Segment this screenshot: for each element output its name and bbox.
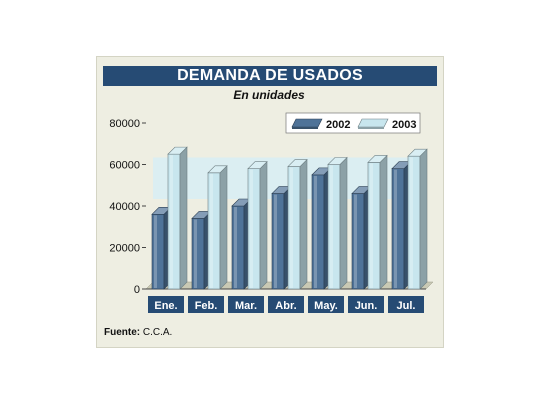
x-category-box [188, 296, 224, 313]
bar-side [419, 148, 428, 290]
y-tick-label: 60000 [109, 160, 140, 172]
x-category-box [268, 296, 304, 313]
y-tick-label: 80000 [109, 118, 140, 130]
bar-top [207, 165, 228, 174]
bar-highlight [234, 207, 237, 288]
bar-top [287, 159, 308, 167]
bar-2002 [311, 174, 325, 290]
bar-2002 [271, 193, 285, 290]
bar-top [407, 148, 428, 157]
bar-side [379, 154, 388, 290]
bar-side [299, 158, 308, 290]
y-tick-label: 40000 [109, 201, 140, 213]
x-tick-label: May. [314, 300, 338, 312]
x-tick-label: Abr. [275, 300, 296, 312]
x-tick-label: Jun. [355, 300, 378, 312]
bar-2003 [327, 164, 341, 290]
bar-2002 [231, 205, 245, 290]
bar-side [219, 165, 228, 290]
bar-top [327, 157, 348, 165]
legend-label-2002: 2002 [326, 119, 350, 131]
bar-highlight [274, 194, 277, 288]
source-text: C.C.A. [142, 327, 173, 338]
chart-title: DEMANDA DE USADOS [103, 66, 437, 86]
bar-2002 [191, 218, 205, 290]
bar-side [179, 146, 188, 290]
legend-swatch-2002 [291, 118, 323, 128]
bar-highlight [210, 173, 213, 288]
bar-highlight [410, 157, 413, 288]
source-label: Fuente: [104, 327, 141, 338]
chart-subtitle: En unidades [233, 88, 305, 102]
bar-2002 [391, 168, 405, 290]
y-tick-label: 0 [134, 284, 140, 296]
x-category-box [148, 296, 184, 313]
bar-2002 [351, 193, 365, 290]
bar-2003 [367, 162, 381, 290]
bar-highlight [330, 165, 333, 288]
bar-highlight [250, 169, 253, 288]
bar-2003 [167, 153, 181, 290]
x-tick-label: Ene. [154, 300, 177, 312]
bar-2003 [207, 172, 221, 290]
y-tick-label: 20000 [109, 243, 140, 255]
bar-side [339, 156, 348, 290]
legend-box [285, 112, 421, 134]
x-tick-label: Feb. [195, 300, 218, 312]
x-category-box [388, 296, 424, 313]
bar-highlight [354, 194, 357, 288]
bar-highlight [394, 169, 397, 288]
bar-chart: 0 20000 40000 60000 80000 Ene. Feb. Mar. Abr. May… [109, 112, 434, 313]
legend-swatch-edge [358, 127, 384, 129]
bar-2003 [287, 166, 301, 290]
bar-highlight [170, 155, 173, 288]
x-tick-label: Jul. [397, 300, 416, 312]
bar-highlight [154, 215, 157, 288]
bar-highlight [290, 167, 293, 288]
legend-swatch-edge [292, 127, 318, 129]
x-category-box [228, 296, 264, 313]
legend-label-2003: 2003 [392, 119, 416, 131]
source-note: Fuente: C.C.A. [104, 327, 172, 338]
bar-highlight [370, 163, 373, 288]
bar-side [259, 160, 268, 290]
bar-2002 [151, 214, 165, 290]
bar-highlight [194, 219, 197, 288]
bar-top [247, 161, 268, 169]
x-tick-label: Mar. [235, 300, 257, 312]
bar-top [167, 146, 188, 155]
bar-2003 [407, 155, 421, 290]
bar-2003 [247, 168, 261, 290]
x-category-box [348, 296, 384, 313]
bar-highlight [314, 175, 317, 288]
legend-swatch-2003 [357, 118, 389, 128]
x-category-box [308, 296, 344, 313]
bar-top [367, 155, 388, 163]
